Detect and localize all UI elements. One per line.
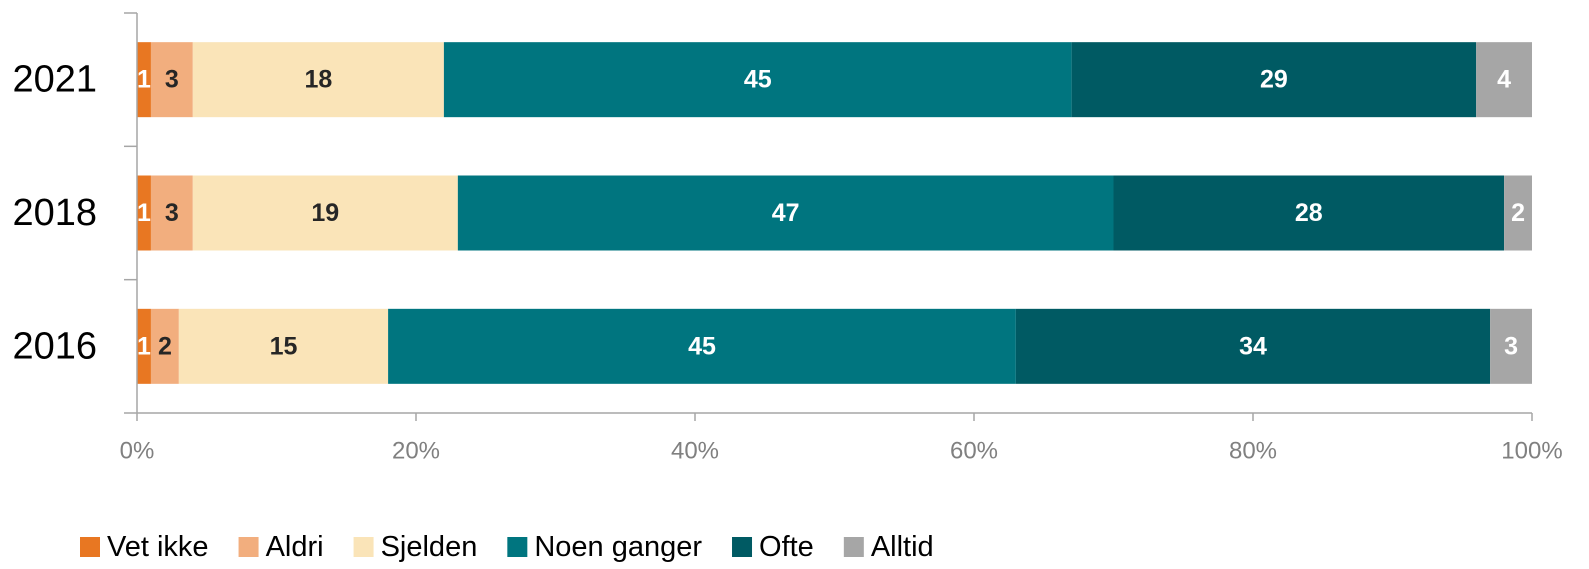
legend-swatch-vet-ikke [80, 537, 100, 557]
legend-label-alltid: Alltid [871, 531, 934, 563]
value-label-2016-sjelden: 15 [270, 332, 298, 360]
bar-2016-noen-ganger [388, 308, 1016, 384]
value-label-2016-vet-ikke: 1 [137, 332, 151, 360]
bar-2018-vet-ikke [137, 175, 151, 251]
bar-2021-alltid [1476, 42, 1532, 118]
legend-label-vet-ikke: Vet ikke [107, 531, 209, 563]
legend-swatch-sjelden [353, 537, 374, 557]
legend-swatch-aldri [238, 537, 259, 557]
bar-2018-ofte [1113, 175, 1505, 251]
bar-2018-aldri [150, 175, 193, 251]
value-label-2018-vet-ikke: 1 [137, 199, 151, 227]
value-label-2018-aldri: 3 [165, 199, 179, 227]
bar-2021-sjelden [192, 42, 444, 118]
value-label-2018-alltid: 2 [1511, 199, 1525, 227]
x-tick-label-20: 20% [392, 438, 440, 465]
category-label-2021: 2021 [12, 59, 97, 101]
legend-swatch-alltid [843, 537, 864, 557]
bar-2021-noen-ganger [443, 42, 1072, 118]
value-label-2021-alltid: 4 [1497, 66, 1511, 94]
legend: Vet ikke Aldri Sjelden Noen ganger Ofte Allti… [80, 531, 934, 563]
legend-label-aldri: Aldri [266, 531, 324, 563]
value-label-2016-aldri: 2 [158, 332, 172, 360]
x-tick-label-0: 0% [120, 438, 155, 465]
bar-2016-alltid [1490, 308, 1532, 384]
value-labels-layer: 1 3 18 45 29 41 3 19 47 28 21 2 15 45 34 3 [137, 66, 1525, 361]
axes-layer [124, 12, 1533, 421]
bar-2016-ofte [1015, 308, 1491, 384]
value-label-2021-aldri: 3 [165, 66, 179, 94]
legend-swatch-ofte [732, 537, 753, 557]
value-label-2021-noen-ganger: 45 [744, 66, 772, 94]
bar-2021-vet-ikke [137, 42, 151, 118]
category-label-2016: 2016 [12, 325, 97, 367]
x-tick-labels-layer: 0% 20% 40% 60% 80% 100% [120, 438, 1563, 465]
x-tick-label-80: 80% [1229, 438, 1277, 465]
bar-2018-alltid [1504, 175, 1532, 251]
value-label-2016-ofte: 34 [1239, 332, 1267, 360]
legend-label-sjelden: Sjelden [381, 531, 478, 563]
bar-2021-aldri [150, 42, 193, 118]
bar-2016-sjelden [178, 308, 389, 384]
bar-2018-noen-ganger [457, 175, 1114, 251]
value-label-2016-noen-ganger: 45 [688, 332, 716, 360]
value-label-2021-vet-ikke: 1 [137, 66, 151, 94]
value-label-2021-sjelden: 18 [304, 66, 332, 94]
x-tick-label-40: 40% [671, 438, 719, 465]
value-label-2018-sjelden: 19 [311, 199, 339, 227]
x-tick-label-60: 60% [950, 438, 998, 465]
legend-label-noen-ganger: Noen ganger [534, 531, 702, 563]
bar-2016-aldri [150, 308, 179, 384]
bar-2016-vet-ikke [137, 308, 151, 384]
value-label-2018-noen-ganger: 47 [772, 199, 800, 227]
bar-2021-ofte [1071, 42, 1477, 118]
value-label-2018-ofte: 28 [1295, 199, 1323, 227]
legend-swatch-noen-ganger [507, 537, 528, 557]
legend-label-ofte: Ofte [759, 531, 814, 563]
category-label-2018: 2018 [12, 192, 97, 234]
category-labels-layer: 2021 2018 2016 [12, 59, 97, 368]
value-label-2016-alltid: 3 [1504, 332, 1518, 360]
value-label-2021-ofte: 29 [1260, 66, 1288, 94]
x-tick-label-100: 100% [1501, 438, 1562, 465]
bars-layer [137, 42, 1532, 384]
bar-2018-sjelden [192, 175, 458, 251]
